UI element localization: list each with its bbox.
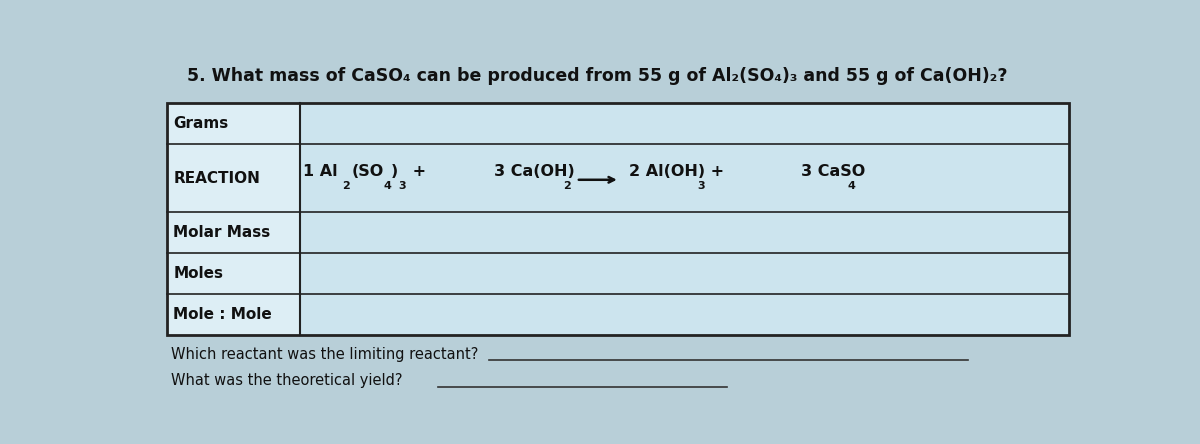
Text: 4: 4: [384, 181, 391, 191]
Text: 5. What mass of CaSO₄ can be produced from 55 g of Al₂(SO₄)₃ and 55 g of Ca(OH)₂: 5. What mass of CaSO₄ can be produced fr…: [187, 67, 1008, 85]
Text: Moles: Moles: [173, 266, 223, 281]
Bar: [167, 294, 300, 335]
Text: 3: 3: [398, 181, 406, 191]
Text: REACTION: REACTION: [173, 170, 260, 186]
Bar: [167, 144, 300, 213]
Text: ): ): [391, 164, 398, 179]
Text: (SO: (SO: [352, 164, 384, 179]
Text: What was the theoretical yield?: What was the theoretical yield?: [172, 373, 403, 388]
Bar: [167, 254, 300, 294]
Text: +: +: [706, 164, 725, 179]
Bar: [300, 213, 1069, 254]
Bar: [167, 103, 1069, 335]
Text: 3: 3: [697, 181, 706, 191]
Text: 4: 4: [847, 181, 856, 191]
Text: 2 Al(OH): 2 Al(OH): [629, 164, 706, 179]
Text: Mole : Mole: Mole : Mole: [173, 307, 272, 322]
Text: 2: 2: [563, 181, 571, 191]
Bar: [300, 103, 1069, 144]
Bar: [167, 103, 300, 144]
Text: 1 Al: 1 Al: [304, 164, 338, 179]
Text: Molar Mass: Molar Mass: [173, 226, 270, 241]
Bar: [300, 294, 1069, 335]
Text: +: +: [407, 164, 426, 179]
Bar: [300, 254, 1069, 294]
Text: 3 CaSO: 3 CaSO: [802, 164, 865, 179]
Text: 3 Ca(OH): 3 Ca(OH): [494, 164, 575, 179]
Text: 2: 2: [342, 181, 350, 191]
Bar: [167, 213, 300, 254]
Text: Which reactant was the limiting reactant?: Which reactant was the limiting reactant…: [172, 347, 479, 361]
Text: Grams: Grams: [173, 116, 228, 131]
Bar: [300, 144, 1069, 213]
